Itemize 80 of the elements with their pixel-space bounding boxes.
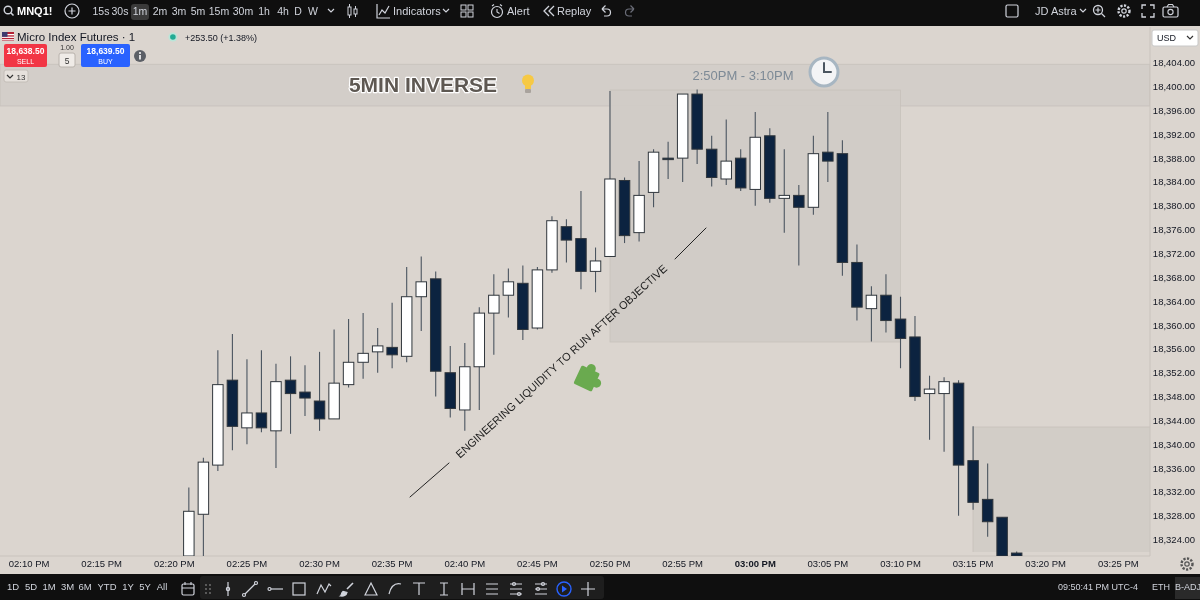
y-tick-label: 18,356.00: [1152, 343, 1196, 355]
x-tick-label: 03:05 PM: [807, 558, 849, 569]
x-tick-label: 02:55 PM: [662, 558, 704, 569]
text: Alert: [507, 5, 530, 17]
y-tick-label: 18,400.00: [1152, 81, 1196, 93]
candlestick: [299, 364, 311, 417]
text: 09:50:41 PM UTC-4: [1058, 582, 1139, 592]
x-tick-label: 02:20 PM: [153, 558, 195, 569]
candlestick: [822, 111, 834, 183]
candlestick: [313, 351, 326, 432]
x-tick-label: 02:35 PM: [371, 558, 413, 569]
annotation: 5: [64, 55, 70, 66]
candlestick: [342, 318, 355, 389]
candlestick: [241, 358, 253, 445]
y-tick-label: 18,324.00: [1152, 534, 1196, 546]
candlestick: [386, 302, 398, 369]
text: JD Astra: [1035, 5, 1078, 17]
chart-title: Micro Index Futures · 1: [17, 31, 136, 43]
annotation: 18,639.50: [86, 46, 125, 56]
text: Indicators: [393, 5, 442, 17]
x-tick-label: 02:30 PM: [299, 558, 340, 569]
y-tick-label: 18,380.00: [1152, 200, 1196, 212]
candlestick: [284, 355, 297, 435]
candlestick: [371, 327, 384, 374]
candlestick: [255, 349, 268, 433]
y-tick-label: 18,364.00: [1152, 295, 1196, 307]
y-tick-label: 18,376.00: [1152, 224, 1196, 236]
annotation: 13: [16, 72, 26, 82]
text: USD: [1157, 33, 1177, 43]
y-tick-label: 18,336.00: [1152, 462, 1196, 474]
candlestick: [778, 148, 791, 234]
candlestick: [502, 267, 515, 319]
candlestick: [938, 376, 950, 453]
x-tick-label: 03:25 PM: [1098, 558, 1139, 569]
x-tick-label: 03:20 PM: [1025, 558, 1067, 569]
x-tick-label: 03:00 PM: [734, 558, 776, 569]
y-tick-label: 18,360.00: [1152, 319, 1196, 331]
text: Replay: [557, 5, 592, 17]
candlestick: [793, 184, 805, 266]
annotation: 18,638.50: [6, 46, 45, 56]
candlestick: [894, 296, 907, 369]
x-tick-label: 03:10 PM: [880, 558, 921, 569]
candlestick: [923, 375, 936, 441]
candlestick: [488, 273, 500, 356]
text: B-ADJ: [1174, 582, 1200, 592]
x-tick-label: 02:50 PM: [589, 558, 631, 569]
annotation: 5MIN INVERSE: [348, 73, 498, 96]
text: ETH: [1152, 582, 1170, 592]
candlestick: [560, 218, 573, 263]
annotation: 2:50PM - 3:10PM: [692, 68, 794, 83]
text: 15s 30s 1m 2m 3m 5m 15m 30m 1h 4h D W: [92, 5, 318, 17]
candlestick: [865, 285, 878, 342]
y-tick-label: 18,328.00: [1152, 510, 1196, 522]
y-tick-label: 18,392.00: [1152, 128, 1196, 140]
candlestick: [589, 246, 602, 293]
x-tick-label: 02:40 PM: [444, 558, 486, 569]
y-tick-label: 18,388.00: [1152, 152, 1196, 164]
y-tick-label: 18,368.00: [1152, 271, 1196, 283]
candlestick: [357, 312, 369, 380]
y-tick-label: 18,352.00: [1152, 367, 1196, 379]
text: +253.50 (+1.38%): [184, 32, 257, 43]
text: 1D 5D 1M 3M 6M YTD 1Y 5Y All: [6, 581, 168, 592]
x-tick-label: 03:15 PM: [952, 558, 994, 569]
y-tick-label: 18,340.00: [1152, 438, 1196, 450]
text: MNQ1!: [17, 5, 53, 17]
y-tick-label: 18,396.00: [1152, 104, 1196, 116]
y-tick-label: 18,404.00: [1152, 57, 1196, 69]
candlestick: [415, 255, 427, 332]
x-tick-label: 02:15 PM: [81, 558, 123, 569]
candlestick: [662, 141, 674, 180]
candlestick: [981, 463, 994, 538]
y-tick-label: 18,384.00: [1152, 176, 1196, 188]
x-tick-label: 02:10 PM: [8, 558, 50, 569]
y-tick-label: 18,344.00: [1152, 414, 1196, 426]
y-tick-label: 18,332.00: [1152, 486, 1196, 498]
y-tick-label: 18,348.00: [1152, 391, 1196, 403]
y-tick-label: 18,372.00: [1152, 248, 1196, 259]
x-tick-label: 02:25 PM: [226, 558, 268, 569]
candlestick: [720, 118, 732, 186]
x-tick-label: 02:45 PM: [517, 558, 558, 569]
